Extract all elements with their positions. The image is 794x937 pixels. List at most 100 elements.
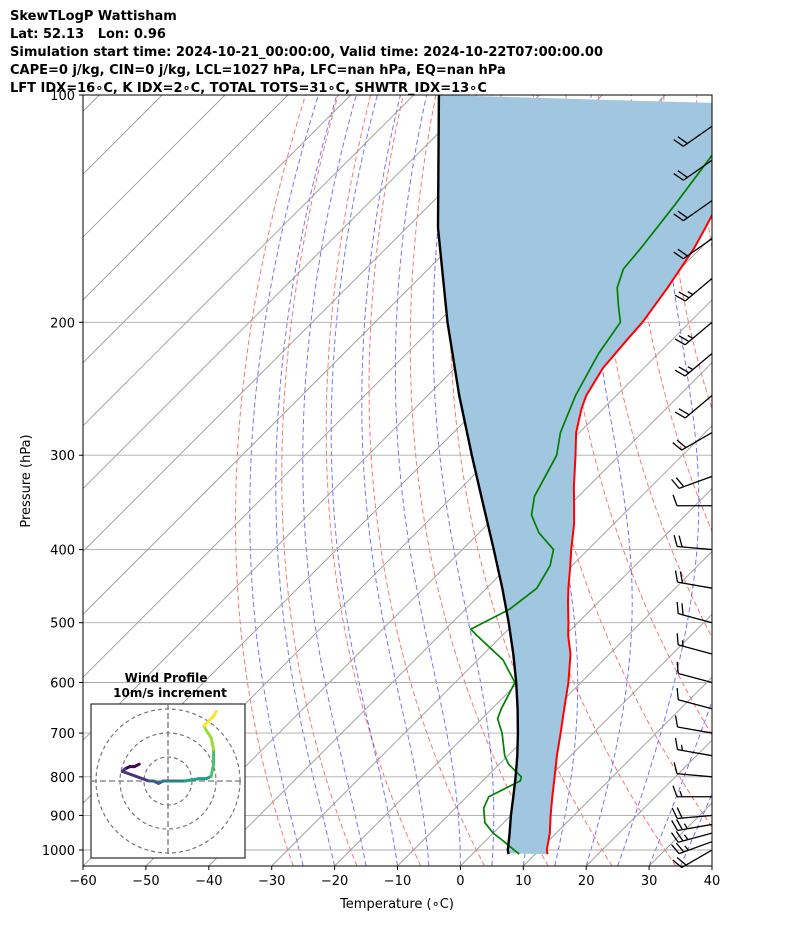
- dry-adiabat: [235, 95, 306, 866]
- wind-barb: [674, 570, 713, 589]
- isotherm: [83, 95, 477, 490]
- moist-adiabat: [617, 95, 700, 866]
- dry-adiabat: [281, 95, 358, 866]
- simulation-times: Simulation start time: 2024-10-21_00:00:…: [10, 45, 603, 60]
- wind-barb: [674, 715, 713, 734]
- y-axis-ticks: 100 200 300 400 500 600 700 800 900 1000: [42, 89, 83, 859]
- isotherm: [460, 613, 712, 866]
- wind-barb: [673, 762, 713, 778]
- x-tick-label: 40: [704, 874, 721, 889]
- isotherm: [208, 362, 712, 866]
- y-tick-label: 900: [50, 809, 75, 824]
- wind-barb: [676, 661, 713, 684]
- moist-adiabat: [432, 95, 495, 866]
- moist-adiabat: [585, 95, 633, 866]
- x-tick-label: 30: [641, 874, 658, 889]
- wind-barb: [673, 159, 713, 181]
- x-tick-label: 0: [456, 874, 464, 889]
- moist-adiabat: [302, 95, 367, 866]
- hodograph: [91, 704, 245, 858]
- isotherm: [711, 865, 712, 866]
- x-tick-label: −50: [132, 874, 159, 889]
- stability-indices: LFT IDX=16∘C, K IDX=2∘C, TOTAL TOTS=31∘C…: [10, 81, 487, 96]
- wind-barb: [674, 321, 713, 346]
- wind-barb: [671, 475, 713, 489]
- chart-title: SkewTLogP Wattisham: [10, 9, 177, 24]
- isotherm: [83, 95, 352, 364]
- moist-adiabat: [330, 95, 398, 866]
- isotherm: [271, 425, 712, 866]
- x-axis-label: Temperature (∘C): [339, 897, 454, 912]
- moist-adiabat: [275, 95, 338, 866]
- hodograph-segment: [209, 736, 216, 752]
- y-tick-label: 600: [50, 677, 75, 692]
- y-tick-label: 400: [50, 544, 75, 559]
- moist-adiabat: [680, 792, 712, 866]
- moist-adiabat: [249, 95, 319, 866]
- x-tick-label: −10: [384, 874, 411, 889]
- dry-adiabat: [325, 95, 422, 866]
- dewpoint-line: [469, 153, 712, 855]
- dry-adiabat: [596, 95, 712, 639]
- wind-barb: [671, 819, 713, 832]
- x-tick-label: 20: [578, 874, 595, 889]
- wind-barb: [676, 633, 713, 655]
- y-axis-label: Pressure (hPa): [19, 434, 34, 527]
- y-tick-label: 1000: [42, 844, 75, 859]
- moist-adiabat: [361, 95, 430, 866]
- cin-cape-area: [438, 95, 712, 855]
- wind-barb: [670, 830, 713, 843]
- wind-barb: [674, 277, 713, 302]
- temperature-dewpoint-shading: [438, 95, 712, 855]
- wind-barb: [674, 394, 713, 419]
- wind-barb: [676, 687, 713, 710]
- y-tick-label: 500: [50, 617, 75, 632]
- inset-subtitle: 10m/s increment: [113, 686, 227, 700]
- station-coordinates: Lat: 52.13 Lon: 0.96: [10, 27, 166, 42]
- x-tick-label: −20: [321, 874, 348, 889]
- x-tick-label: −30: [258, 874, 285, 889]
- y-tick-label: 800: [50, 771, 75, 786]
- wind-profile-inset: Wind Profile 10m/s increment: [90, 671, 246, 859]
- x-tick-label: 10: [515, 874, 532, 889]
- chart-header: SkewTLogP Wattisham Lat: 52.13 Lon: 0.96…: [10, 8, 603, 98]
- x-tick-label: −60: [69, 874, 96, 889]
- x-tick-label: −40: [195, 874, 222, 889]
- stability-parameters: CAPE=0 j/kg, CIN=0 j/kg, LCL=1027 hPa, L…: [10, 63, 506, 78]
- wind-barb: [674, 353, 713, 377]
- hodograph-segment: [120, 769, 151, 783]
- isotherm: [334, 487, 712, 866]
- dry-adiabat: [729, 95, 794, 866]
- isotherm: [522, 676, 712, 866]
- inset-title: Wind Profile: [125, 671, 208, 685]
- wind-barbs: [670, 125, 713, 869]
- moist-adiabat: [711, 864, 712, 866]
- wind-barb: [672, 432, 713, 451]
- wind-barb: [671, 807, 713, 820]
- isotherm: [83, 95, 100, 112]
- profile-lines: [436, 95, 712, 855]
- y-tick-label: 300: [50, 449, 75, 464]
- wind-barb: [671, 841, 713, 855]
- y-tick-label: 200: [50, 316, 75, 331]
- hodograph-segment: [183, 777, 201, 783]
- wind-barb: [672, 785, 712, 798]
- wind-barb: [673, 238, 713, 260]
- isotherm: [83, 95, 415, 427]
- temperature-line: [545, 213, 712, 855]
- isotherm: [83, 95, 289, 301]
- isotherm: [83, 95, 226, 238]
- y-tick-label: 700: [50, 727, 75, 742]
- moist-adiabat: [648, 699, 712, 866]
- wind-barb: [673, 125, 713, 147]
- wind-barb: [673, 535, 713, 551]
- dry-adiabat: [663, 95, 712, 411]
- wind-barb: [673, 200, 713, 222]
- parcel-line: [436, 95, 520, 855]
- y-tick-label: 100: [50, 89, 75, 104]
- hodograph-segment: [209, 762, 216, 778]
- wind-barb: [674, 737, 713, 757]
- hodograph-segment: [212, 709, 218, 718]
- wind-barb: [676, 601, 713, 624]
